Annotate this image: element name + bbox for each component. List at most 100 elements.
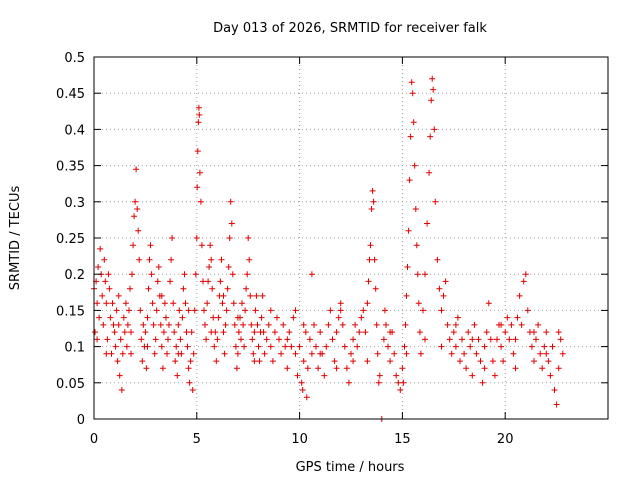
data-point xyxy=(265,321,272,328)
data-point xyxy=(512,365,519,372)
data-point xyxy=(372,285,379,292)
data-point xyxy=(452,343,459,350)
data-point xyxy=(211,343,218,350)
data-point xyxy=(535,321,542,328)
data-point xyxy=(158,343,165,350)
y-tick-label: 0.3 xyxy=(64,196,85,211)
data-point xyxy=(286,329,293,336)
data-point xyxy=(440,292,447,299)
data-point xyxy=(290,314,297,321)
grid xyxy=(94,57,608,419)
data-point xyxy=(150,321,157,328)
data-point xyxy=(232,343,239,350)
data-point xyxy=(278,350,285,357)
data-point xyxy=(426,169,433,176)
data-point xyxy=(161,300,168,307)
data-point xyxy=(255,343,262,350)
data-point xyxy=(120,314,127,321)
y-axis-label: SRMTID / TECUs xyxy=(8,186,23,291)
data-point xyxy=(450,329,457,336)
data-point xyxy=(524,307,531,314)
data-point xyxy=(296,343,303,350)
x-tick-label: 5 xyxy=(193,432,201,447)
data-point xyxy=(364,300,371,307)
data-point xyxy=(165,336,171,343)
data-point xyxy=(124,321,131,328)
data-point xyxy=(168,256,175,263)
data-point xyxy=(160,329,167,336)
data-point xyxy=(545,358,552,365)
data-point xyxy=(195,104,202,111)
data-point xyxy=(395,379,402,386)
data-point xyxy=(475,336,482,343)
data-point xyxy=(202,321,208,328)
data-point xyxy=(174,372,181,379)
data-point xyxy=(249,336,256,343)
data-point xyxy=(457,358,463,365)
data-point xyxy=(412,206,419,212)
x-tick-label: 10 xyxy=(291,432,308,447)
data-point xyxy=(213,358,220,365)
data-point xyxy=(321,372,328,379)
data-point xyxy=(146,256,153,263)
data-point xyxy=(220,292,227,299)
data-point xyxy=(539,365,546,372)
data-point xyxy=(151,350,158,357)
data-point xyxy=(229,271,236,278)
x-axis-label: GPS time / hours xyxy=(296,460,405,475)
data-point xyxy=(208,256,215,263)
data-point xyxy=(134,206,141,212)
data-point xyxy=(246,256,253,263)
data-points xyxy=(91,75,566,422)
data-point xyxy=(219,300,226,307)
data-point xyxy=(227,198,234,205)
data-point xyxy=(166,321,172,328)
data-point xyxy=(317,350,324,357)
data-point xyxy=(222,321,229,328)
data-point xyxy=(225,264,232,270)
data-point xyxy=(404,264,411,270)
data-point xyxy=(331,358,338,365)
data-point xyxy=(292,307,299,314)
data-point xyxy=(181,271,188,278)
data-point xyxy=(132,198,139,205)
data-point xyxy=(200,278,206,285)
data-point xyxy=(376,372,383,379)
data-point xyxy=(267,343,274,350)
data-point xyxy=(214,336,221,343)
data-point xyxy=(422,271,428,278)
data-point xyxy=(383,321,389,328)
data-point xyxy=(284,365,291,372)
data-point xyxy=(193,235,200,241)
data-point xyxy=(311,321,317,328)
data-point xyxy=(179,314,186,321)
data-point xyxy=(487,336,494,343)
data-point xyxy=(555,329,562,336)
y-tick-label: 0.45 xyxy=(56,87,85,102)
data-point xyxy=(243,285,250,292)
data-point xyxy=(352,321,359,328)
data-point xyxy=(469,372,476,379)
data-point xyxy=(271,329,278,336)
data-point xyxy=(339,321,346,328)
data-point xyxy=(393,372,400,379)
data-point xyxy=(108,350,115,357)
data-point xyxy=(218,256,225,263)
data-point xyxy=(207,242,214,249)
data-point xyxy=(96,314,103,321)
data-point xyxy=(123,343,130,350)
data-point xyxy=(101,256,108,263)
data-point xyxy=(415,300,422,307)
data-point xyxy=(446,336,453,343)
data-point xyxy=(304,365,311,372)
data-point xyxy=(105,271,112,278)
data-point xyxy=(477,358,484,365)
data-point xyxy=(405,227,412,234)
data-point xyxy=(263,336,270,343)
data-point xyxy=(230,300,237,307)
data-point xyxy=(434,256,441,263)
data-point xyxy=(128,329,134,336)
data-point xyxy=(400,379,407,386)
data-point xyxy=(169,235,176,241)
data-point xyxy=(284,336,291,343)
